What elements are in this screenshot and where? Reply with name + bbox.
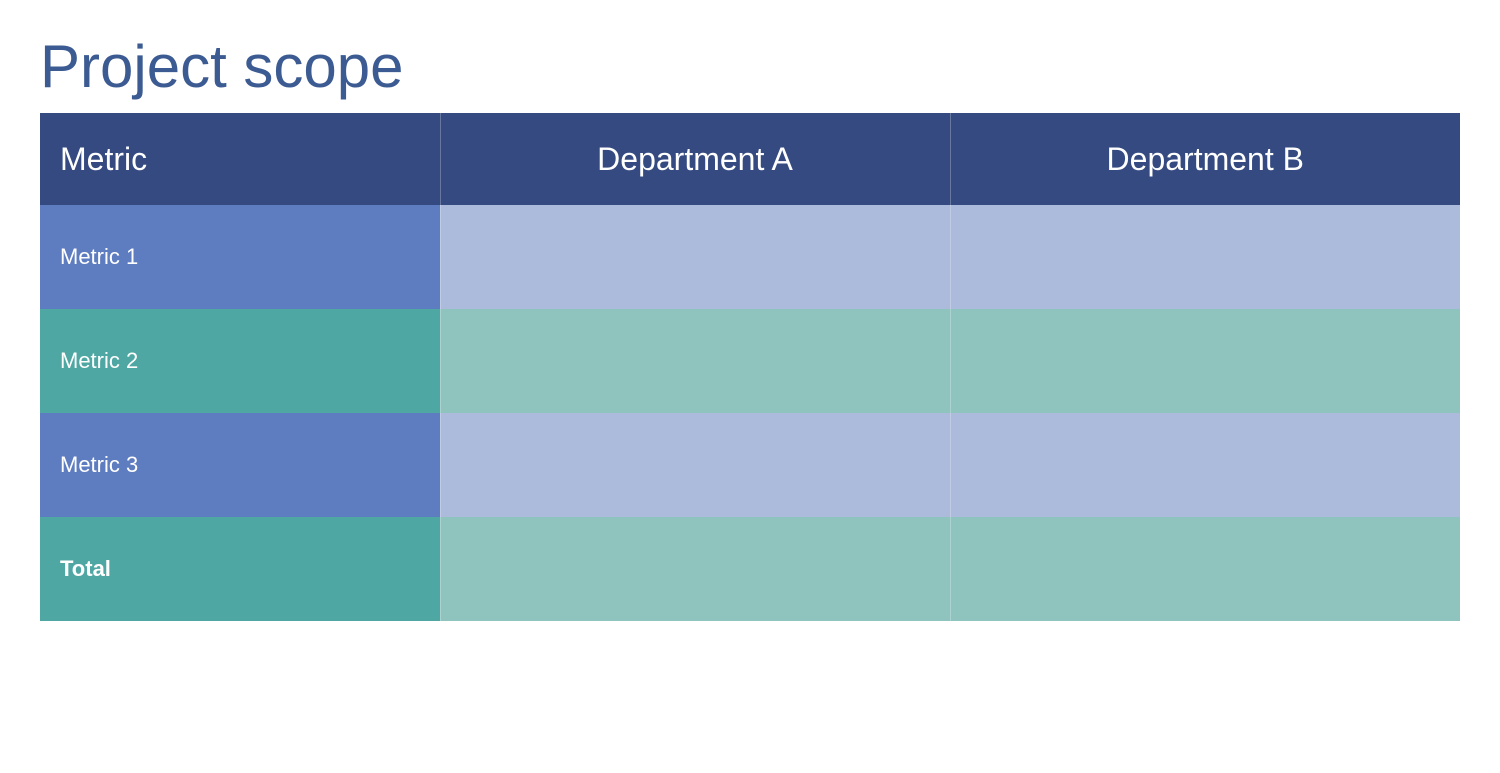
table-row-total: Total [40, 517, 1460, 621]
col-header-metric: Metric [40, 113, 440, 205]
cell-dept-b [950, 517, 1460, 621]
cell-dept-a [440, 309, 950, 413]
table-header-row: Metric Department A Department B [40, 113, 1460, 205]
cell-dept-b [950, 309, 1460, 413]
table-row: Metric 1 [40, 205, 1460, 309]
table-row: Metric 3 [40, 413, 1460, 517]
col-header-dept-a: Department A [440, 113, 950, 205]
table-row: Metric 2 [40, 309, 1460, 413]
row-label: Metric 3 [40, 413, 440, 517]
cell-dept-b [950, 205, 1460, 309]
project-scope-table: Metric Department A Department B Metric … [40, 113, 1460, 621]
cell-dept-a [440, 413, 950, 517]
row-label-total: Total [40, 517, 440, 621]
col-header-dept-b: Department B [950, 113, 1460, 205]
row-label: Metric 1 [40, 205, 440, 309]
cell-dept-a [440, 205, 950, 309]
page-title: Project scope [40, 32, 1460, 101]
cell-dept-a [440, 517, 950, 621]
row-label: Metric 2 [40, 309, 440, 413]
cell-dept-b [950, 413, 1460, 517]
